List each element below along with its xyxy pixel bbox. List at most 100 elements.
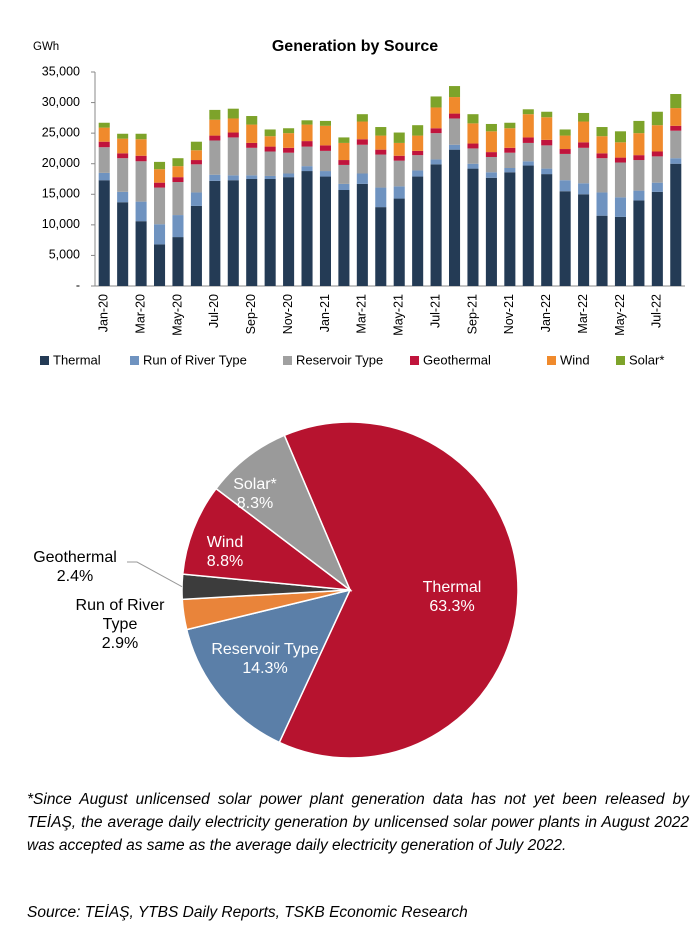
bar-segment xyxy=(319,150,331,172)
y-axis-label: GWh xyxy=(33,41,59,53)
legend-swatch xyxy=(616,356,625,365)
bar-segment xyxy=(670,125,682,131)
bar-segment xyxy=(522,114,534,138)
pie-label: Thermal 63.3% xyxy=(397,578,507,616)
bar-segment xyxy=(670,158,682,164)
bar-segment xyxy=(578,194,590,286)
bar-segment xyxy=(154,187,166,225)
bar-segment xyxy=(319,176,331,286)
pie-label-name: Run of River Type xyxy=(75,597,165,633)
x-tick-label: Jan-21 xyxy=(318,294,332,332)
bar-segment xyxy=(338,160,350,165)
bar-segment xyxy=(172,158,184,167)
bar-segment xyxy=(338,183,350,191)
pie-label-name: Wind xyxy=(206,534,244,551)
bar-segment xyxy=(485,172,497,178)
pie-slice xyxy=(185,588,352,744)
bar-segment xyxy=(485,152,497,157)
bar-segment xyxy=(467,114,479,124)
bar-segment xyxy=(190,164,202,193)
bar-segment xyxy=(154,161,166,170)
bar-segment xyxy=(449,113,461,119)
pie-slice xyxy=(181,487,353,591)
bar-segment xyxy=(559,153,571,181)
bar-segment xyxy=(578,112,590,122)
bar-segment xyxy=(412,125,424,136)
bar-segment xyxy=(117,138,129,154)
bar-segment xyxy=(504,147,516,153)
bar-segment xyxy=(190,205,202,286)
bar-segment xyxy=(135,139,147,156)
bar-segment xyxy=(227,132,239,138)
legend-swatch xyxy=(547,356,556,365)
bar-segment xyxy=(651,111,663,126)
bar-segment xyxy=(633,133,645,156)
bar-segment xyxy=(227,180,239,286)
bar-segment xyxy=(449,118,461,145)
bar-segment xyxy=(485,156,497,173)
bar-segment xyxy=(578,183,590,195)
bar-segment xyxy=(449,144,461,150)
bar-segment xyxy=(449,86,461,98)
bar-segment xyxy=(559,180,571,192)
bar-segment xyxy=(227,108,239,119)
bar-segment xyxy=(614,142,626,158)
bar-segment xyxy=(117,153,129,159)
bar-segment xyxy=(172,237,184,286)
pie-label-value: 8.3% xyxy=(236,495,274,512)
y-tick-label: 30,000 xyxy=(42,95,80,109)
bar-segment xyxy=(98,127,110,142)
bar-segment xyxy=(596,153,608,159)
bar-segment xyxy=(319,145,331,151)
bar-segment xyxy=(209,135,221,141)
bar-segment xyxy=(393,155,405,161)
bar-segment xyxy=(578,121,590,143)
x-tick-label: Sep-21 xyxy=(465,294,479,334)
bar-segment xyxy=(614,157,626,163)
bar-segment xyxy=(375,154,387,188)
legend-label: Geothermal xyxy=(423,352,491,367)
pie-label: Reservoir Type 14.3% xyxy=(210,640,320,678)
bar-segment xyxy=(375,127,387,136)
bar-segment xyxy=(467,168,479,286)
bar-segment xyxy=(522,142,534,162)
bar-segment xyxy=(356,114,368,122)
bar-segment xyxy=(670,94,682,109)
pie-label-name: Reservoir Type xyxy=(211,641,319,658)
x-tick-label: May-20 xyxy=(170,294,184,336)
bar-segment xyxy=(246,124,258,143)
bar-segment xyxy=(467,143,479,149)
bar-segment xyxy=(283,147,295,153)
bar-segment xyxy=(412,150,424,156)
bar-segment xyxy=(412,176,424,286)
x-tick-label: Nov-20 xyxy=(281,294,295,334)
bar-segment xyxy=(504,167,516,173)
bar-segment xyxy=(449,97,461,114)
bar-segment xyxy=(633,200,645,286)
pie-slice xyxy=(278,421,519,759)
bar-segment xyxy=(135,155,147,162)
legend-swatch xyxy=(283,356,292,365)
bar-segment xyxy=(651,182,663,192)
bar-segment xyxy=(301,124,313,142)
bar-segment xyxy=(283,133,295,148)
bar-segment xyxy=(651,191,663,286)
bar-segment xyxy=(154,169,166,183)
bar-segment xyxy=(485,131,497,153)
bar-segment xyxy=(301,146,313,167)
bar-segment xyxy=(264,179,276,286)
bar-segment xyxy=(522,165,534,286)
bar-segment xyxy=(98,122,110,128)
x-tick-label: Mar-20 xyxy=(133,294,147,334)
legend-label: Reservoir Type xyxy=(296,352,383,367)
bar-segment xyxy=(209,180,221,286)
source: Source: TEİAŞ, YTBS Daily Reports, TSKB … xyxy=(27,904,468,921)
bar-segment xyxy=(117,202,129,286)
bar-segment xyxy=(356,139,368,145)
bar-segment xyxy=(356,144,368,174)
bar-segment xyxy=(559,129,571,136)
bar-segment xyxy=(485,123,497,132)
bar-segment xyxy=(596,127,608,137)
bar-segment xyxy=(504,122,516,129)
x-tick-label: Jan-20 xyxy=(97,294,111,332)
